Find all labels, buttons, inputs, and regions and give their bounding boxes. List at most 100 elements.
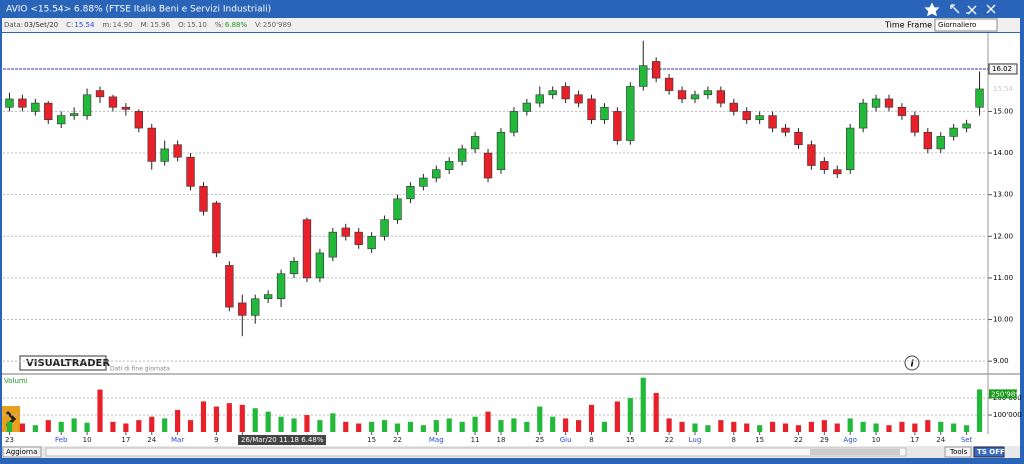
info-icon[interactable]: [904, 355, 920, 371]
volume-bar: [97, 389, 103, 432]
volume-bar: [653, 392, 659, 432]
volume-bar: [563, 418, 569, 432]
info-value: 03/Set/20: [24, 21, 58, 29]
volume-bar: [278, 416, 284, 432]
candle-body: [470, 136, 480, 150]
candle-body: [82, 94, 92, 116]
scrollbar[interactable]: [45, 447, 907, 457]
candle-body: [212, 202, 221, 254]
x-tick-label: Mag: [429, 436, 444, 444]
volume-bar: [252, 408, 258, 432]
refresh-button[interactable]: [2, 446, 42, 458]
candle-body: [393, 198, 402, 220]
tools-label: Tools: [949, 448, 968, 456]
candle-body: [18, 98, 27, 108]
x-tick-label: 15: [755, 436, 764, 444]
candle-body: [897, 106, 907, 116]
volume-bar: [6, 421, 13, 432]
tools-button[interactable]: [944, 446, 972, 458]
info-label: Data:: [4, 21, 23, 29]
x-tick-label: 18: [497, 436, 506, 444]
candle-body: [328, 231, 338, 258]
volume-bar: [692, 423, 698, 432]
candle-body: [160, 148, 169, 162]
candle-body: [406, 186, 415, 200]
x-tick-label: Ago: [843, 436, 857, 444]
candle-body: [522, 102, 532, 112]
x-tick-label: Giu: [560, 436, 572, 444]
candle-body: [483, 152, 493, 179]
candle-body: [289, 260, 299, 275]
candle-body: [5, 98, 14, 108]
volume-bar: [873, 423, 879, 432]
x-tick-label: Lug: [689, 436, 702, 444]
candle-body: [716, 90, 726, 104]
volume-bar: [731, 421, 737, 432]
info-label: O:: [178, 21, 186, 29]
candle-body: [302, 219, 312, 279]
info-value: 6.88%: [225, 21, 248, 29]
volume-bar: [860, 421, 866, 432]
scroll-thumb[interactable]: [810, 449, 900, 455]
volume-bar: [136, 420, 142, 432]
volume-bar: [187, 420, 194, 432]
volume-bar: [459, 421, 465, 432]
candle-body: [600, 106, 609, 121]
volume-bar: [343, 421, 349, 432]
volume-bar: [58, 421, 64, 432]
candle-body: [729, 102, 738, 112]
volume-bar: [821, 420, 827, 432]
volume-bar: [524, 421, 530, 432]
volume-bar: [976, 389, 983, 432]
candle-body: [690, 94, 700, 100]
x-tick-label: Feb: [55, 436, 68, 444]
logo: VISUALTRADER: [26, 358, 110, 369]
price-line-tag: [988, 63, 1018, 75]
volume-bar: [485, 411, 491, 432]
chart-area: [2, 33, 1020, 446]
candle-body: [496, 131, 506, 170]
volume-bar: [84, 422, 90, 432]
candle-body: [884, 98, 894, 108]
candle-body: [225, 265, 234, 308]
candle-body: [134, 111, 143, 129]
ts-button[interactable]: [973, 446, 1005, 458]
candle-body: [121, 106, 131, 110]
volume-bar: [32, 425, 38, 432]
candle-body: [794, 131, 803, 146]
volume-bar: [925, 420, 931, 432]
candle-body: [755, 115, 764, 121]
candle-body: [186, 156, 195, 187]
volume-bar: [601, 421, 608, 432]
volume-bar: [356, 423, 362, 432]
cursor-tag: [238, 435, 326, 445]
volume-bar: [769, 421, 776, 432]
candle-body: [587, 98, 596, 121]
volume-bar: [71, 418, 77, 432]
y-tick-label: 15.00: [993, 107, 1013, 115]
x-tick-label: 22: [665, 436, 674, 444]
volume-bar: [213, 406, 220, 432]
volume-tag: [989, 389, 1017, 399]
volume-bar: [912, 423, 918, 432]
info-bar: [2, 18, 1020, 32]
volume-bar: [899, 421, 905, 432]
volume-bar: [718, 420, 724, 432]
candle-body: [95, 90, 105, 98]
timeframe-select[interactable]: [934, 18, 998, 32]
candle-body: [432, 169, 441, 179]
volume-bar: [537, 406, 543, 432]
volume-value-label: 250'989: [991, 390, 1020, 398]
volume-bar: [304, 415, 310, 432]
candle-body: [677, 90, 687, 100]
side-toggle[interactable]: [2, 406, 20, 432]
candle-body: [315, 252, 325, 279]
x-tick-label: 24: [147, 436, 156, 444]
volume-bar: [19, 423, 25, 432]
candle-body: [263, 294, 273, 300]
candle-body: [807, 144, 816, 166]
candle-body: [626, 86, 635, 141]
x-tick-label: Set: [961, 436, 973, 444]
volume-bar: [149, 416, 155, 432]
